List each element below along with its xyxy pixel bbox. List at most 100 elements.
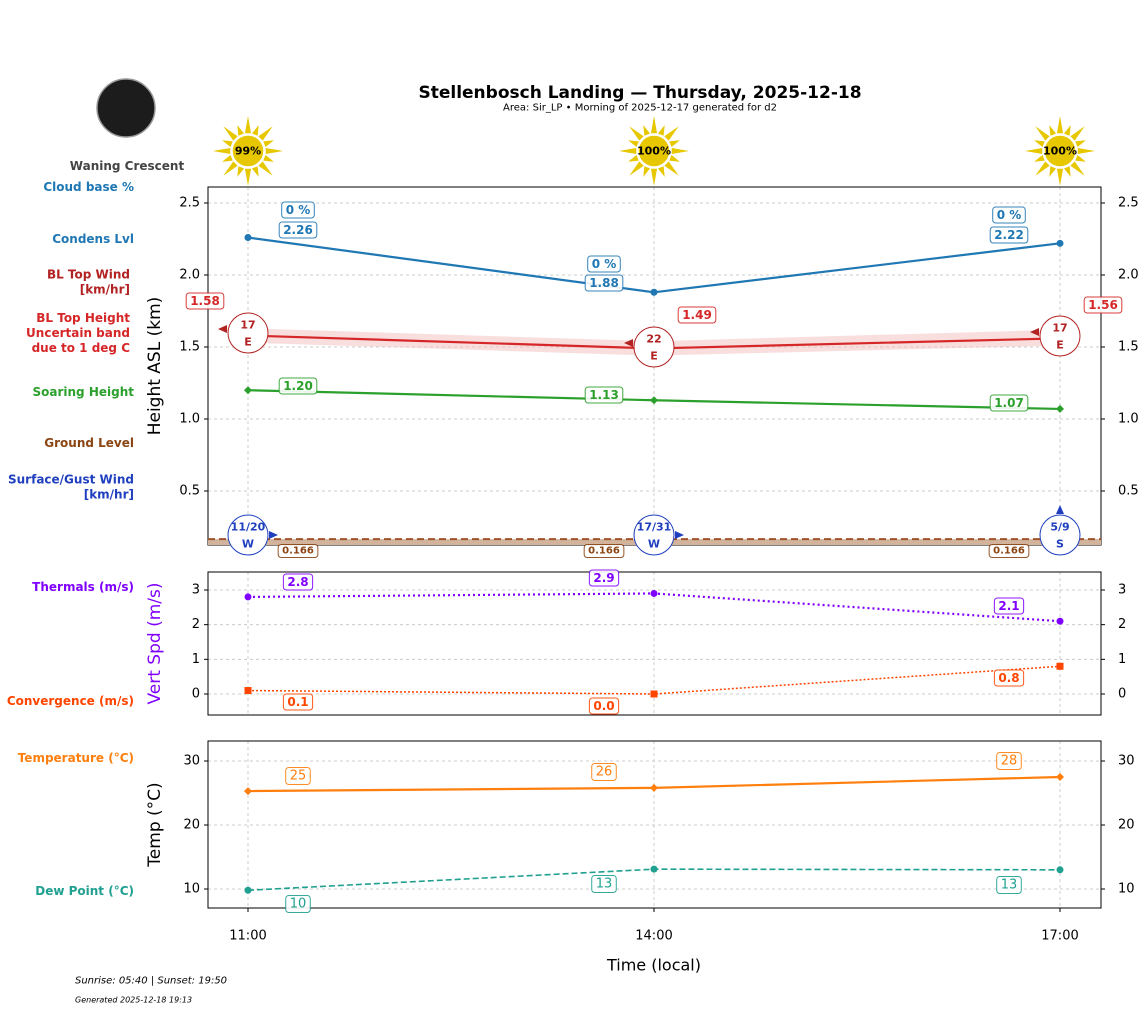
- left-label-line: [km/hr]: [84, 488, 134, 502]
- left-label-line: Convergence (m/s): [7, 694, 134, 708]
- left-label: Dew Point (°C): [35, 884, 134, 898]
- wind-arrow-icon: [624, 339, 633, 347]
- wind-direction: E: [1056, 339, 1064, 352]
- data-label-text: 1.88: [589, 276, 619, 290]
- sun-ray: [1025, 147, 1043, 155]
- data-label: 13: [591, 875, 617, 893]
- x-tick-label: 17:00: [1041, 929, 1078, 944]
- sun-ray: [222, 154, 233, 162]
- data-label: 1.56: [1083, 296, 1123, 314]
- left-label: Convergence (m/s): [7, 694, 134, 708]
- data-label: 2.9: [588, 569, 620, 587]
- data-label-box: [588, 697, 620, 715]
- sun-ray: [237, 125, 245, 136]
- wind-arrow-icon: [218, 325, 227, 333]
- sun-ray: [263, 154, 274, 162]
- left-label-line: [km/hr]: [80, 283, 130, 297]
- data-label-box: [285, 895, 311, 913]
- sun-ray: [628, 154, 639, 162]
- data-label-box: [281, 201, 315, 219]
- data-label: 1.58: [185, 292, 225, 310]
- data-label-text: 0.166: [588, 546, 620, 557]
- y-axis-label: Temp (°C): [145, 782, 165, 867]
- left-label: Soaring Height: [33, 385, 135, 399]
- data-label: 0.166: [277, 544, 319, 558]
- sun-ray: [263, 140, 274, 148]
- data-label-box: [989, 226, 1029, 244]
- wind-arrow-icon: [1056, 505, 1064, 514]
- sun-icon: [619, 116, 689, 186]
- sun-ray: [251, 166, 259, 177]
- wind-speed: 17: [1052, 322, 1067, 335]
- data-label-text: 0 %: [997, 208, 1022, 222]
- data-label-box: [591, 875, 617, 893]
- data-point: [650, 396, 658, 405]
- wind-direction: W: [242, 538, 254, 551]
- data-label-text: 28: [1001, 754, 1018, 769]
- data-label: 1.13: [584, 386, 624, 404]
- sun-ray: [1035, 161, 1050, 176]
- data-label-text: 1.07: [994, 396, 1024, 410]
- data-label-box: [583, 544, 625, 558]
- sun-ray: [244, 168, 252, 186]
- data-label-box: [988, 544, 1030, 558]
- surface-wind: 11/20 W: [227, 514, 269, 556]
- data-point: [1056, 239, 1064, 247]
- data-point: [244, 886, 252, 894]
- moon-phase-label: Waning Crescent: [70, 159, 185, 173]
- data-point: [244, 234, 252, 242]
- left-label-line: BL Top Height: [36, 311, 130, 325]
- data-point: [650, 288, 658, 296]
- y-tick-label-right: 2.0: [1118, 268, 1139, 283]
- left-label-line: Condens Lvl: [52, 232, 134, 246]
- data-label-text: 0 %: [592, 257, 617, 271]
- data-point: [650, 589, 658, 597]
- data-label-text: 2.22: [994, 228, 1024, 242]
- data-label: 1.88: [584, 274, 624, 292]
- bl-top-wind-circle: [633, 326, 675, 368]
- data-label-box: [587, 255, 621, 273]
- sun-ray: [664, 126, 679, 141]
- data-point: [1056, 617, 1064, 625]
- y-tick-label-right: 20: [1118, 818, 1135, 833]
- data-label-text: 0.166: [993, 546, 1025, 557]
- y-tick-label: 1: [192, 652, 200, 667]
- data-label-text: 26: [596, 765, 613, 780]
- data-label-box: [996, 752, 1022, 770]
- y-tick-label: 2: [192, 617, 200, 632]
- data-label: 28: [996, 752, 1022, 770]
- sun-ray: [1075, 140, 1086, 148]
- data-label-text: 25: [290, 769, 307, 784]
- sun-ray: [1034, 140, 1045, 148]
- wind-speed: 22: [646, 333, 661, 346]
- y-tick-label-right: 10: [1118, 882, 1135, 897]
- wind-speed: 17/31: [637, 521, 672, 534]
- y-tick-label: 2.5: [179, 196, 200, 211]
- wind-direction: E: [244, 336, 252, 349]
- data-label-text: 2.1: [998, 599, 1019, 613]
- data-label-box: [992, 206, 1026, 224]
- data-label: 10: [285, 895, 311, 913]
- data-point: [650, 783, 658, 792]
- data-label-text: 1.49: [682, 308, 712, 322]
- data-label: 2.8: [282, 573, 314, 591]
- y-tick-label: 1.5: [179, 340, 200, 355]
- data-point: [650, 865, 658, 873]
- data-label-text: 0.166: [282, 546, 314, 557]
- data-label: 0.166: [988, 544, 1030, 558]
- data-label-text: 1.58: [190, 294, 220, 308]
- sun-disc: [231, 134, 265, 168]
- left-label: BL Top Height Uncertain band due to 1 deg …: [26, 311, 130, 355]
- sun-ray: [1034, 154, 1045, 162]
- data-label-text: 2.26: [283, 223, 313, 237]
- data-label: 0.1: [282, 693, 314, 711]
- data-label-box: [993, 597, 1025, 615]
- bl-top-wind-circle: [227, 312, 269, 354]
- data-label-box: [591, 763, 617, 781]
- data-label-box: [278, 221, 318, 239]
- sun-ray: [265, 147, 283, 155]
- y-tick-label: 10: [183, 882, 200, 897]
- sun-ray: [629, 126, 644, 141]
